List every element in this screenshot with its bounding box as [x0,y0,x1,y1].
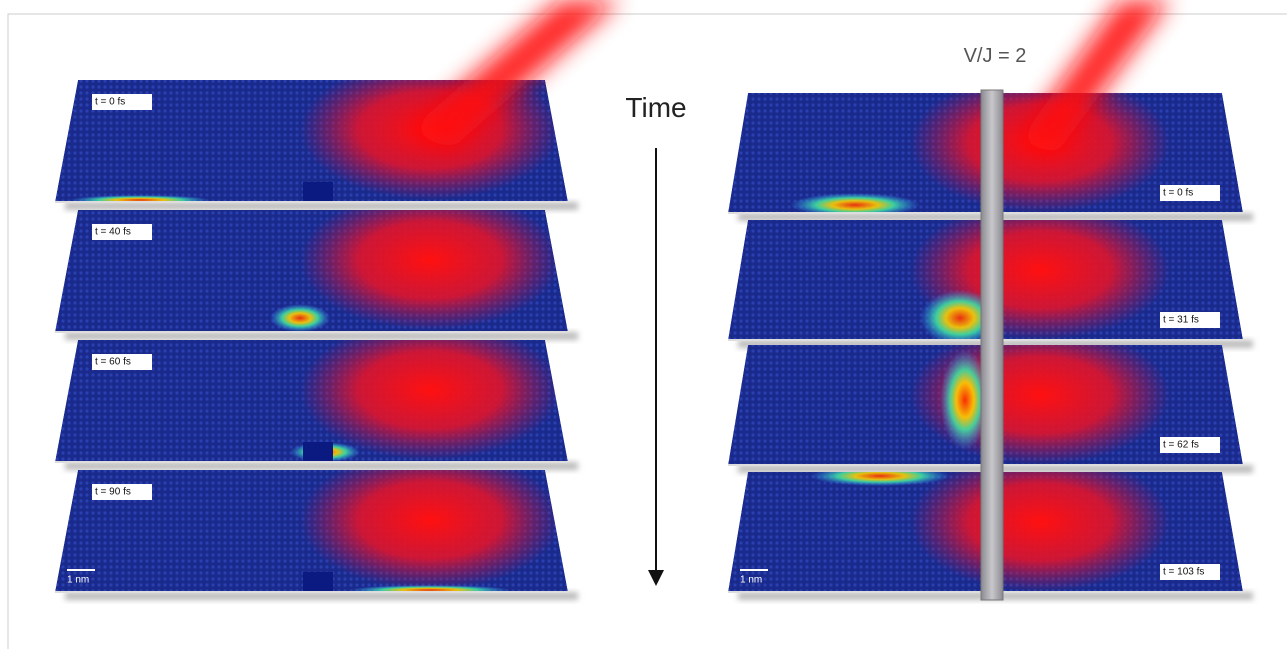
time-tag: t = 31 fs [1163,315,1199,326]
laser-spot [300,450,560,590]
scale-label: 1 nm [67,575,89,586]
defect [303,182,333,202]
laser-spot [910,452,1170,592]
arrow-head [648,570,664,586]
panel [55,190,568,332]
time-tag: t = 103 fs [1163,567,1204,578]
time-tag: t = 0 fs [95,97,125,108]
panel-shadow [65,332,578,340]
panel [55,450,568,595]
defect [303,572,333,592]
panel-shadow [65,592,578,600]
time-label: Time [625,92,686,123]
barrier-label: V/J = 2 [964,45,1027,67]
laser-spot [300,190,560,330]
time-tag: t = 90 fs [95,487,131,498]
time-tag: t = 62 fs [1163,440,1199,451]
scale-label: 1 nm [740,575,762,586]
time-tag: t = 60 fs [95,357,131,368]
defect [303,442,333,462]
panels: t = 0 fs t = 40 fs t = 60 fs t = 90 fs 1 nm t… [55,60,1253,600]
panel-shadow [65,202,578,210]
panel [55,320,568,462]
time-tag: t = 0 fs [1163,188,1193,199]
laser-spot [300,320,560,460]
panel-shadow [65,462,578,470]
figure: V/J = 2 Time t = 0 fst = 40 fst = 60 fst… [0,0,1287,649]
barrier [981,90,1003,600]
time-tag: t = 40 fs [95,227,131,238]
wavepacket [270,304,330,332]
